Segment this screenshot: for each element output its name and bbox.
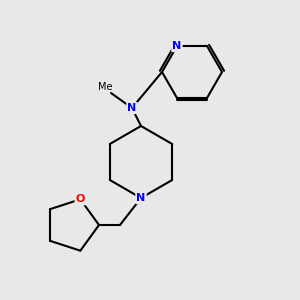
Text: N: N	[128, 103, 136, 113]
Text: O: O	[76, 194, 85, 204]
Text: Me: Me	[98, 82, 112, 92]
Text: N: N	[136, 193, 146, 203]
Text: N: N	[172, 41, 182, 51]
